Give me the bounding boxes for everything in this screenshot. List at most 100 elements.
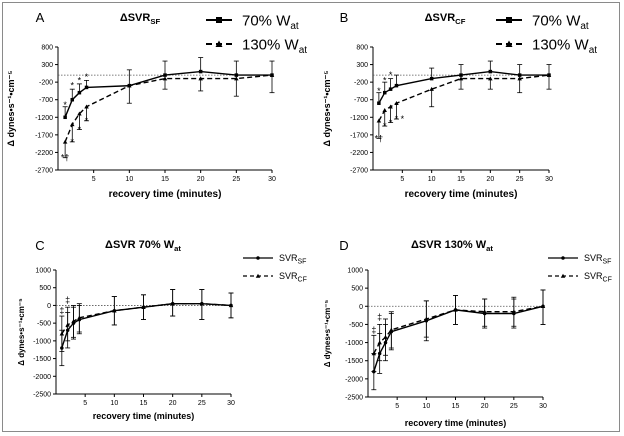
y-tick-label: -2000 — [345, 376, 363, 383]
x-tick-label: 20 — [197, 176, 205, 183]
x-tick-label: 5 — [400, 176, 404, 183]
y-axis-label: Δ dynes•s⁻¹•cm⁻⁵ — [6, 70, 16, 146]
chart-title-subscript: CF — [455, 17, 466, 26]
chart-panel-d: D ΔSVR 130% Wat 1000 500 0 -500 -1000 -1500 -200… — [323, 238, 612, 428]
x-tick-label: 5 — [395, 403, 399, 410]
legend-label: SVRSF — [279, 253, 306, 265]
data-point — [382, 90, 387, 95]
x-tick-label: 25 — [510, 403, 518, 410]
significance-marker: * — [85, 72, 89, 82]
data-point — [511, 309, 517, 314]
legend-label-main: SVR — [279, 253, 298, 263]
x-tick-label: 25 — [232, 176, 240, 183]
legend-marker — [506, 17, 512, 23]
legend-label-subscript: at — [589, 45, 598, 56]
y-tick-label: 1000 — [35, 268, 51, 275]
y-tick-label: -1500 — [345, 358, 363, 365]
data-point — [127, 83, 132, 88]
y-tick-label: -1500 — [33, 356, 51, 363]
data-point — [482, 309, 487, 314]
y-axis-label: Δ dynes•s⁻¹•cm⁻⁵ — [322, 70, 332, 146]
significance-marker: * — [71, 137, 75, 147]
chart-title-subscript: at — [486, 244, 493, 253]
data-point — [517, 73, 522, 77]
chart-title-main: ΔSVR — [425, 12, 456, 24]
series-line — [378, 74, 550, 122]
legend-label-main: 70% W — [242, 12, 291, 29]
chart-title-subscript: SF — [150, 17, 160, 26]
legend-marker — [216, 17, 222, 23]
y-axis-label: Δ dynes•s⁻¹•cm⁻⁵ — [323, 299, 332, 367]
data-point — [199, 301, 205, 306]
panel-letter: D — [339, 238, 348, 253]
legend-marker — [256, 256, 260, 260]
series-solid — [59, 289, 234, 367]
data-point — [62, 139, 68, 144]
panel-letter: A — [36, 10, 45, 25]
x-axis-label: recovery time (minutes) — [109, 189, 222, 200]
y-tick-label: -2500 — [33, 392, 51, 399]
x-tick-label: 5 — [92, 176, 96, 183]
x-tick-label: 30 — [539, 403, 547, 410]
chart-panel-b: B ΔSVRCF 800 300 -200 -700 -1200 -1700 -2200 -270… — [322, 10, 597, 200]
significance-marker: * — [63, 100, 67, 110]
data-point — [377, 340, 382, 345]
x-axis-label: recovery time (minutes) — [405, 189, 518, 200]
y-tick-label: 0 — [359, 304, 363, 311]
significance-marker: * — [78, 75, 82, 85]
x-tick-label: 10 — [125, 176, 133, 183]
significance-marker: * — [78, 125, 82, 135]
significance-marker: * — [383, 75, 387, 85]
series-line — [61, 303, 232, 335]
data-point — [84, 85, 89, 90]
y-tick-label: -1000 — [33, 338, 51, 345]
data-point — [77, 90, 82, 95]
y-tick-label: -700 — [354, 97, 368, 104]
series-line — [378, 70, 549, 104]
legend-label-main: SVR — [584, 271, 603, 281]
x-tick-label: 20 — [169, 400, 177, 407]
y-tick-label: 300 — [356, 62, 368, 69]
data-point — [198, 76, 203, 81]
y-tick-label: -1200 — [35, 115, 53, 122]
y-tick-label: -2500 — [345, 395, 363, 402]
data-point — [377, 101, 381, 105]
legend-label: 70% Wat — [242, 12, 299, 32]
data-point — [424, 316, 429, 321]
series-line — [373, 305, 544, 372]
x-tick-label: 30 — [545, 176, 553, 183]
y-tick-label: -2200 — [35, 150, 53, 157]
legend-marker — [561, 256, 565, 260]
legend-marker — [255, 273, 261, 278]
significance-marker: * — [383, 121, 387, 131]
data-point — [388, 104, 393, 109]
chart-title: ΔSVRSF — [120, 12, 161, 26]
x-tick-label: 15 — [457, 176, 465, 183]
data-point — [388, 87, 393, 91]
significance-marker: ‡ — [59, 306, 64, 316]
legend-label-subscript: CF — [298, 276, 307, 283]
y-tick-label: -2200 — [350, 150, 368, 157]
y-tick-label: -2700 — [350, 168, 368, 175]
y-tick-label: -1700 — [350, 132, 368, 139]
data-point — [394, 83, 399, 88]
panel-letter: B — [340, 10, 349, 25]
significance-marker: * — [395, 114, 399, 124]
data-point — [70, 97, 75, 102]
y-tick-label: -2700 — [35, 168, 53, 175]
data-point — [163, 73, 167, 77]
x-tick-label: 15 — [140, 400, 148, 407]
data-point — [394, 100, 399, 105]
significance-marker: *† — [61, 153, 70, 163]
x-axis-label: recovery time (minutes) — [405, 418, 507, 428]
data-point — [234, 73, 239, 77]
series-line — [64, 74, 273, 143]
significance-marker: ‡ — [65, 295, 70, 305]
figure-border — [2, 2, 620, 432]
legend-marker — [505, 40, 513, 47]
x-tick-label: 10 — [422, 403, 430, 410]
y-tick-label: -1000 — [345, 340, 363, 347]
x-axis-label: recovery time (minutes) — [93, 411, 195, 421]
series-dashed — [371, 289, 546, 373]
y-axis-label: Δ dynes•s⁻¹•cm⁻⁵ — [17, 298, 26, 366]
